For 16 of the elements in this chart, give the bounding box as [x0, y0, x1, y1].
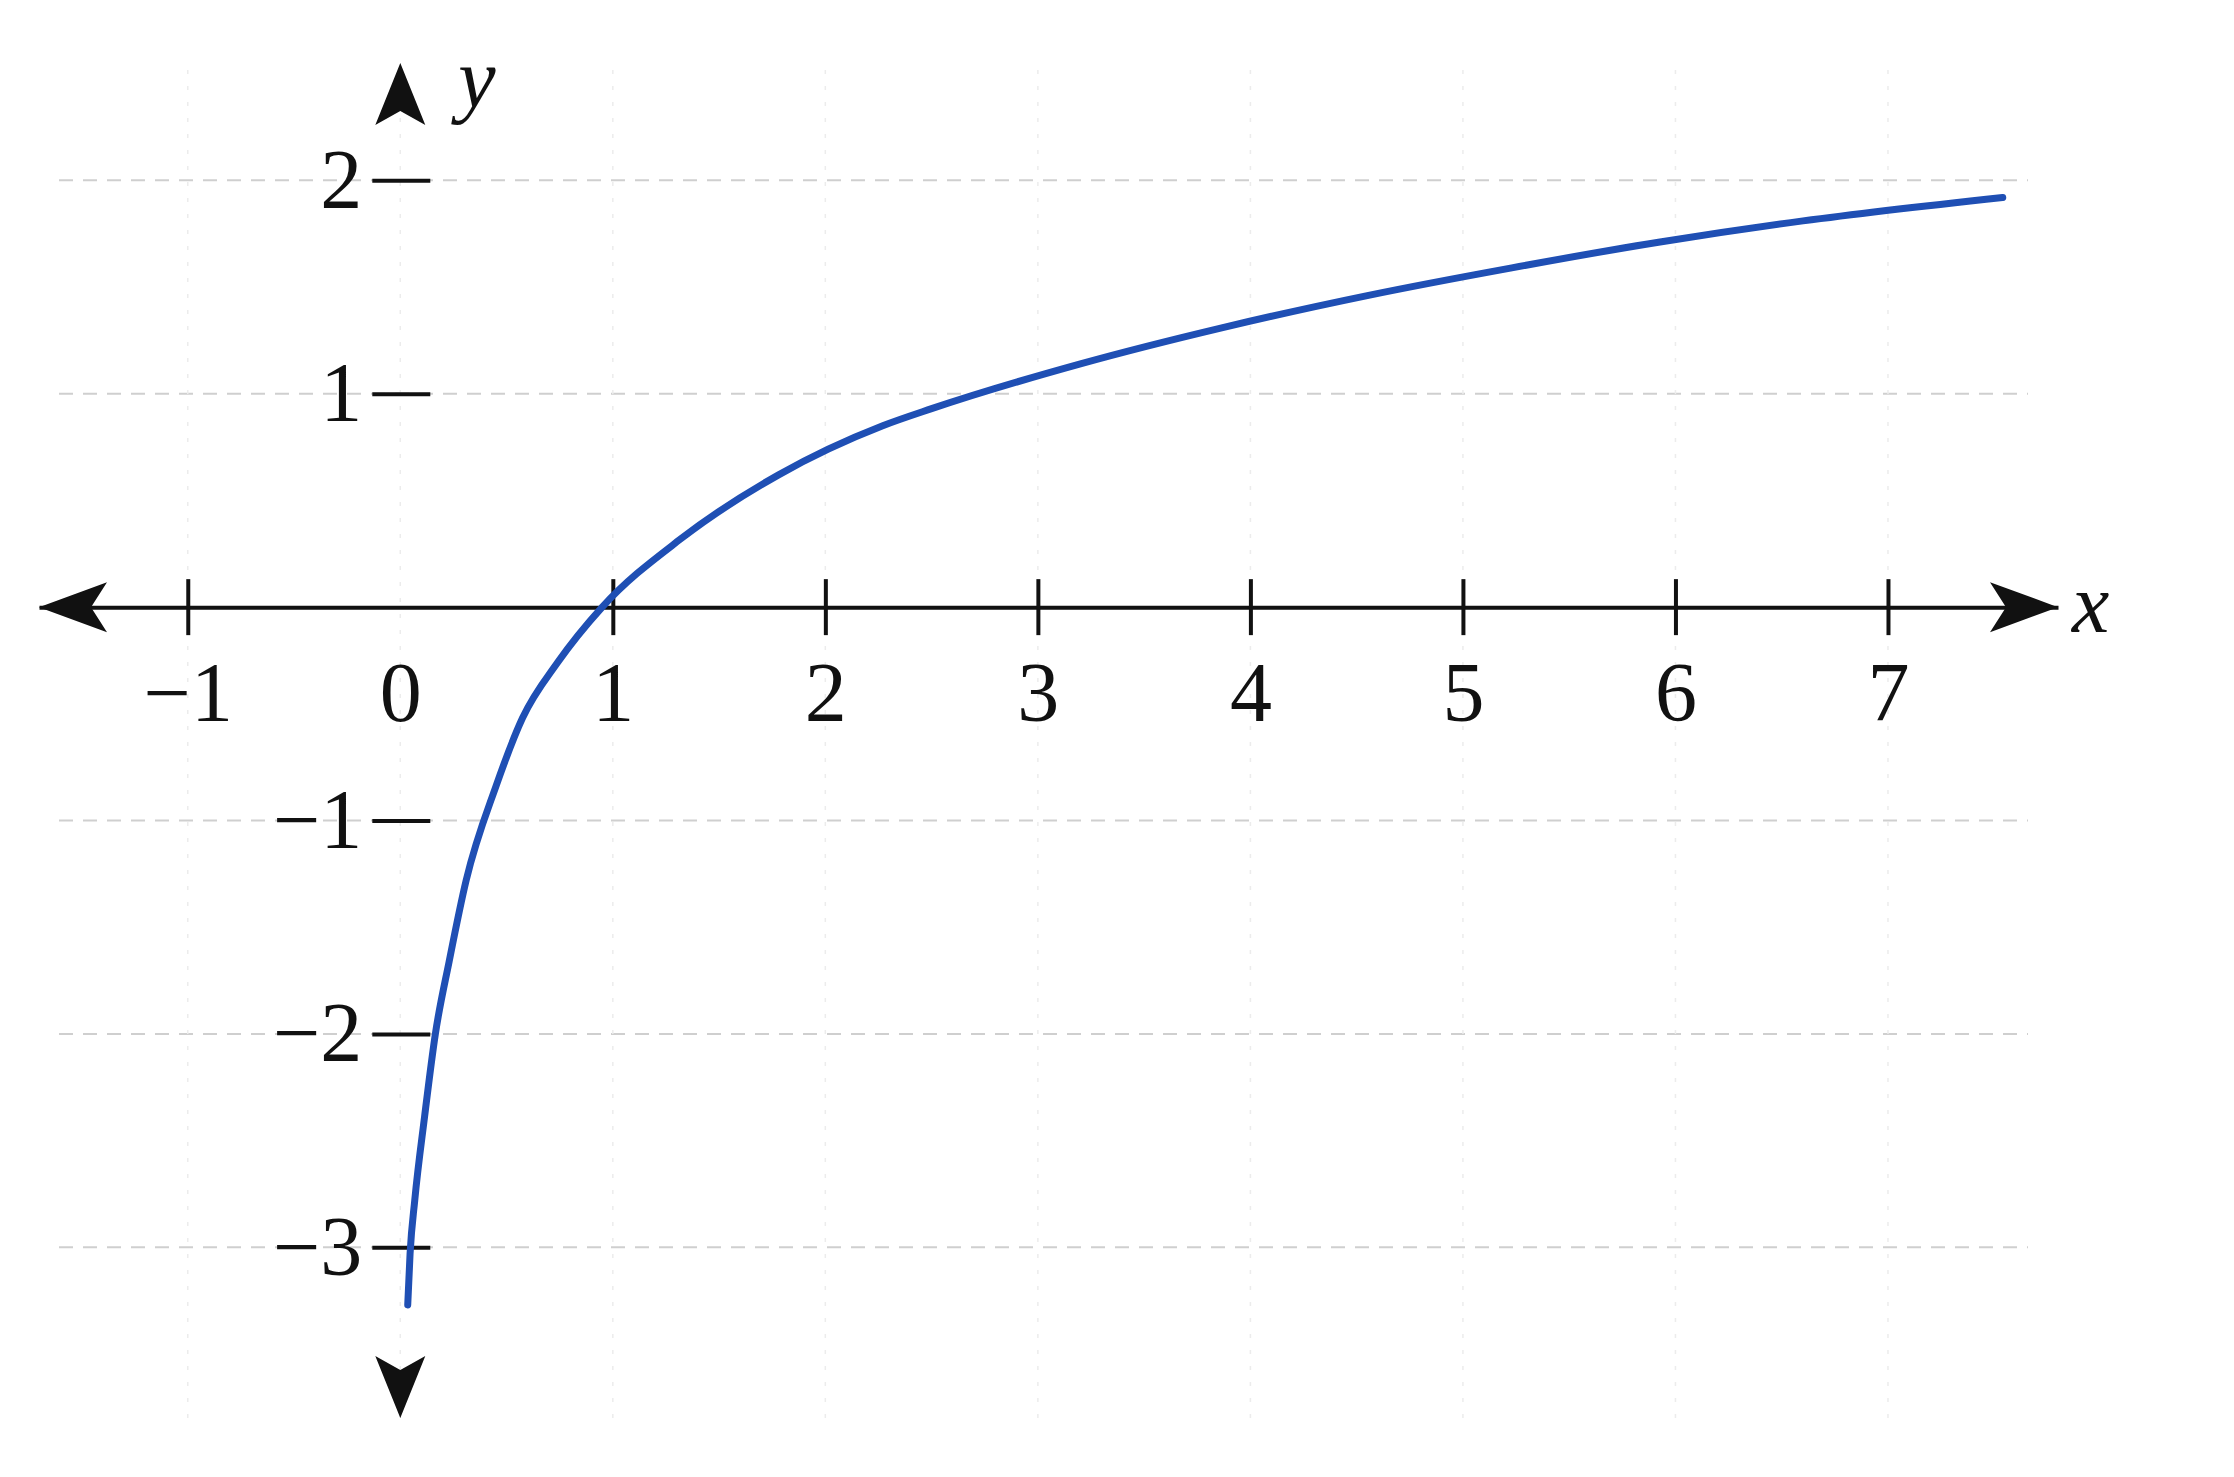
x-tick-label: 4: [1229, 646, 1272, 740]
y-axis-title: y: [450, 32, 497, 125]
y-tick-label: 1: [320, 346, 363, 440]
y-tick-label: −2: [272, 986, 363, 1080]
x-tick-label: 2: [804, 646, 847, 740]
x-tick-label: 3: [1017, 646, 1060, 740]
x-tick-label: −1: [143, 646, 233, 740]
y-tick-label: −1: [272, 772, 363, 866]
x-tick-label: 5: [1442, 646, 1485, 740]
y-tick-label: 2: [320, 132, 363, 226]
x-axis-title: x: [2070, 557, 2110, 651]
x-tick-label: 7: [1867, 646, 1910, 740]
x-tick-label: 6: [1654, 646, 1697, 740]
y-tick-label: −3: [272, 1199, 363, 1293]
x-tick-label: 1: [592, 646, 635, 740]
x-tick-label: 0: [379, 646, 422, 740]
